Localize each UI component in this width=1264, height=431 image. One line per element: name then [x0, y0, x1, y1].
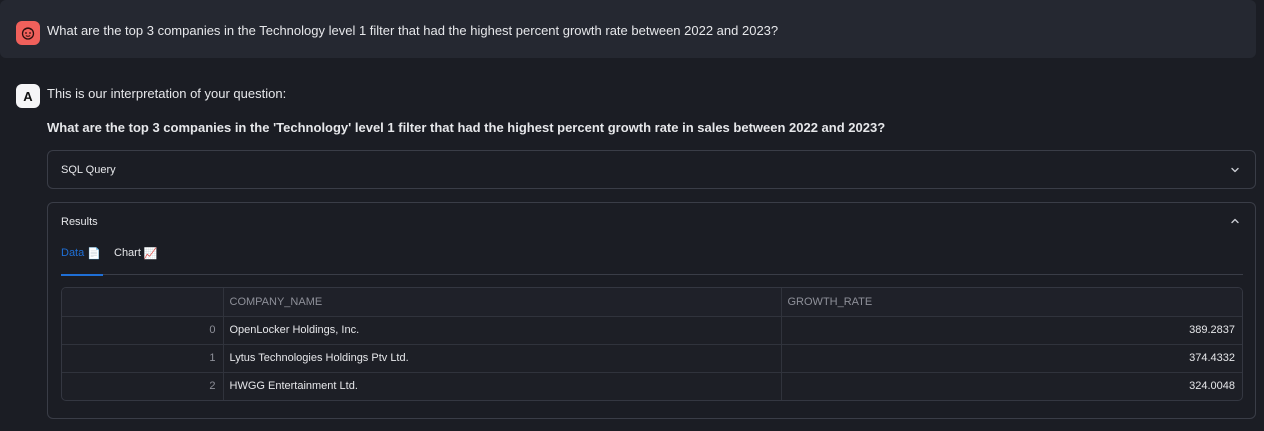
company-name-cell[interactable]: HWGG Entertainment Ltd.	[223, 372, 782, 400]
results-tabs: Data 📄 Chart 📈	[61, 247, 1243, 276]
growth-rate-cell[interactable]: 324.0048	[1189, 380, 1235, 393]
tab-data[interactable]: Data 📄	[61, 247, 103, 276]
results-label[interactable]: Results	[61, 216, 98, 228]
tab-data-label: Data	[61, 247, 85, 259]
index-column-header	[62, 288, 224, 317]
robot-face-icon	[21, 27, 35, 40]
growth-rate-cell[interactable]: 374.4332	[781, 344, 1242, 373]
tab-chart-label: Chart	[114, 247, 141, 259]
chevron-down-icon[interactable]	[1229, 164, 1241, 176]
sql-query-label: SQL Query	[61, 164, 116, 176]
table-header-row: COMPANY_NAME GROWTH_RATE	[62, 288, 1242, 317]
company-name-cell[interactable]: OpenLocker Holdings, Inc.	[223, 316, 782, 345]
tab-chart[interactable]: Chart 📈	[114, 247, 158, 275]
interpreted-question: What are the top 3 companies in the 'Tec…	[47, 120, 886, 135]
assistant-avatar: A	[16, 84, 40, 108]
row-index: 1	[62, 344, 224, 373]
table-row: 2 HWGG Entertainment Ltd. 324.0048	[62, 372, 1242, 400]
table-row: 0 OpenLocker Holdings, Inc. 389.2837	[62, 316, 1242, 345]
growth-rate-cell[interactable]: 389.2837	[781, 316, 1242, 345]
results-expander: Results Data 📄 Chart 📈 COMPANY_NAME GROW…	[47, 202, 1256, 419]
company-name-column-header[interactable]: COMPANY_NAME	[223, 288, 782, 317]
growth-rate-column-header[interactable]: GROWTH_RATE	[781, 288, 1242, 317]
user-question-text: What are the top 3 companies in the Tech…	[47, 23, 779, 38]
row-index: 2	[62, 372, 224, 400]
interpretation-label: This is our interpretation of your quest…	[47, 86, 287, 101]
row-index: 0	[62, 316, 224, 345]
chart-increasing-icon: 📈	[143, 248, 158, 260]
sql-query-expander[interactable]: SQL Query	[47, 150, 1256, 189]
user-avatar	[16, 21, 40, 45]
chevron-up-icon[interactable]	[1229, 215, 1241, 227]
user-message: What are the top 3 companies in the Tech…	[0, 0, 1256, 58]
table-row: 1 Lytus Technologies Holdings Ptv Ltd. 3…	[62, 344, 1242, 373]
page-icon: 📄	[87, 248, 101, 260]
results-table[interactable]: COMPANY_NAME GROWTH_RATE 0 OpenLocker Ho…	[61, 287, 1243, 401]
company-name-cell[interactable]: Lytus Technologies Holdings Ptv Ltd.	[223, 344, 782, 373]
